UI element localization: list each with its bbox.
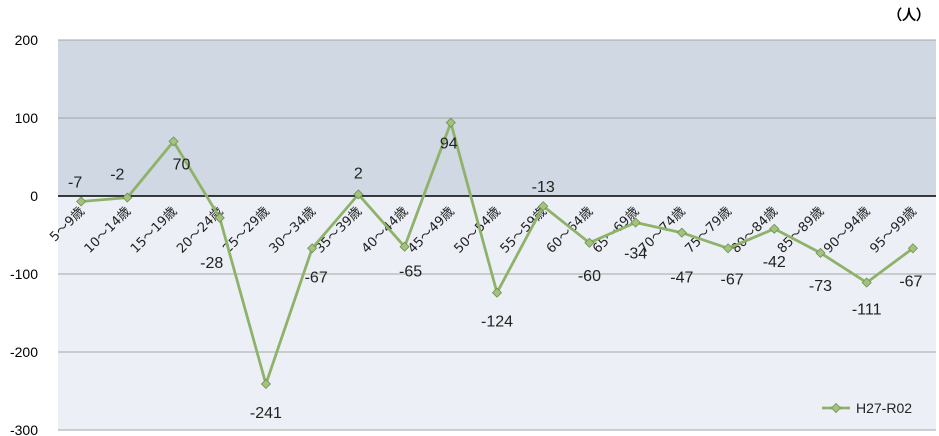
gridlines bbox=[58, 39, 936, 431]
data-point bbox=[491, 287, 503, 298]
data-label: -28 bbox=[200, 255, 223, 272]
data-point bbox=[769, 223, 780, 234]
data-label: -34 bbox=[624, 246, 647, 263]
data-point bbox=[168, 136, 179, 147]
data-label: -111 bbox=[852, 302, 882, 319]
data-point bbox=[815, 247, 826, 259]
y-axis: 200 100 0 -100 -200 -300 bbox=[10, 32, 38, 436]
data-point bbox=[861, 277, 872, 288]
data-label: -2 bbox=[110, 167, 124, 184]
data-point bbox=[76, 196, 87, 207]
data-label: -42 bbox=[763, 254, 786, 271]
data-point bbox=[260, 378, 272, 390]
data-point bbox=[353, 189, 364, 200]
data-label: -7 bbox=[68, 174, 82, 191]
data-label: -60 bbox=[578, 268, 601, 285]
data-point bbox=[214, 212, 225, 223]
y-tick-label: -300 bbox=[10, 422, 38, 436]
data-label: -73 bbox=[809, 278, 832, 295]
data-point bbox=[584, 237, 595, 248]
legend-label: H27-R02 bbox=[856, 400, 912, 416]
data-label: -67 bbox=[305, 269, 328, 286]
negative-band bbox=[58, 196, 936, 430]
data-label: -13 bbox=[532, 179, 555, 196]
legend: H27-R02 bbox=[822, 400, 912, 416]
data-label: -67 bbox=[899, 273, 922, 290]
data-point bbox=[630, 217, 641, 228]
y-tick-label: 0 bbox=[30, 188, 38, 204]
data-label: 2 bbox=[354, 165, 363, 182]
data-point bbox=[538, 201, 549, 212]
data-label: 70 bbox=[173, 156, 191, 173]
series-lines bbox=[76, 117, 918, 390]
data-point bbox=[399, 241, 410, 252]
y-tick-label: 200 bbox=[15, 32, 39, 48]
data-point bbox=[907, 243, 918, 254]
data-label: -67 bbox=[720, 271, 743, 288]
data-label: -47 bbox=[670, 270, 693, 287]
data-point bbox=[676, 227, 687, 238]
data-label: -65 bbox=[399, 264, 422, 281]
y-tick-label: 100 bbox=[15, 110, 39, 126]
unit-label: （人） bbox=[888, 7, 930, 24]
data-labels: -7 -2 70 -28 -241 -67 2 -65 94 -124 -13 -60 -34 -47 -6… bbox=[68, 136, 923, 422]
data-point bbox=[445, 117, 456, 128]
legend-marker bbox=[830, 402, 842, 414]
data-point bbox=[122, 192, 133, 203]
data-point bbox=[722, 243, 734, 254]
data-point bbox=[307, 243, 318, 254]
data-label: -241 bbox=[250, 405, 282, 422]
data-label: -124 bbox=[481, 314, 513, 331]
y-tick-label: -200 bbox=[10, 344, 38, 360]
data-label: 94 bbox=[440, 136, 458, 153]
y-tick-label: -100 bbox=[10, 266, 38, 282]
